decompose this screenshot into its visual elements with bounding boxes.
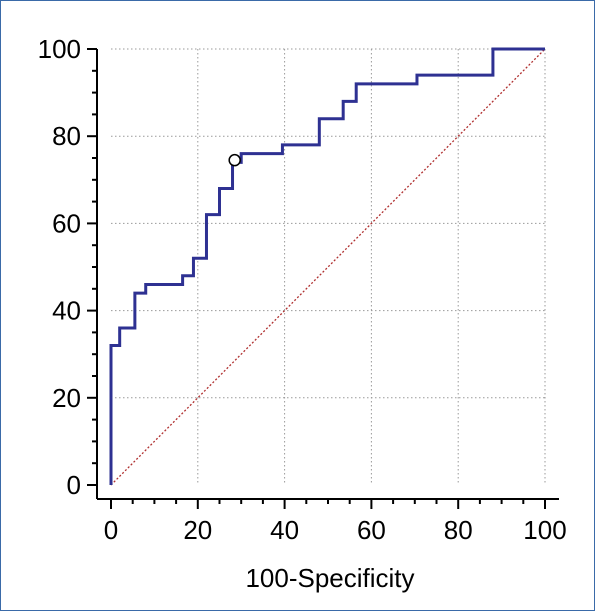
reference-diagonal-line: [110, 48, 546, 486]
y-tick-label: 60: [52, 208, 81, 238]
x-tick-label: 20: [183, 515, 212, 545]
x-tick-label: 40: [270, 515, 299, 545]
x-tick-label: 80: [444, 515, 473, 545]
y-tick-label: 0: [67, 470, 81, 500]
roc-curve-line: [109, 47, 545, 485]
x-axis-title: 100-Specificity: [245, 563, 414, 593]
x-tick-label: 60: [357, 515, 386, 545]
optimal-criterion-marker: [228, 153, 241, 167]
y-tick-label: 20: [52, 383, 81, 413]
x-tick-label: 0: [104, 515, 118, 545]
y-tick-label: 80: [52, 121, 81, 151]
x-tick-label: 100: [523, 515, 566, 545]
y-tick-label: 100: [38, 34, 81, 64]
y-tick-label: 40: [52, 296, 81, 326]
